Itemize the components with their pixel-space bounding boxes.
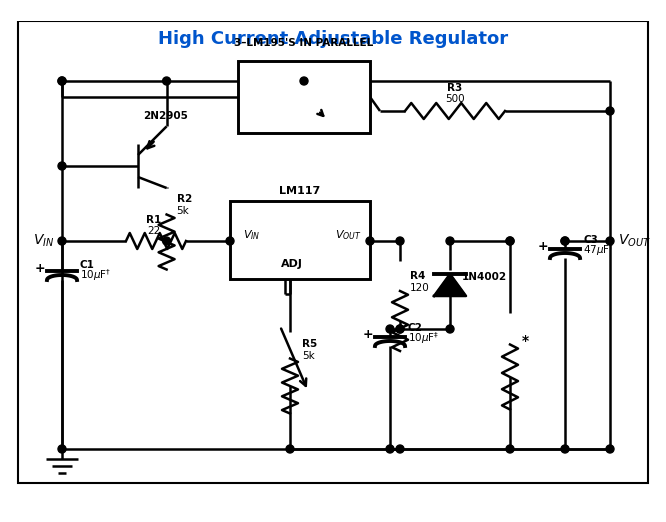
Circle shape <box>446 237 454 245</box>
Circle shape <box>396 325 404 333</box>
Circle shape <box>300 77 308 85</box>
Circle shape <box>606 107 614 115</box>
Text: ADJ: ADJ <box>281 259 303 269</box>
Circle shape <box>396 445 404 453</box>
Text: 10$\mu$F$^{\ddagger}$: 10$\mu$F$^{\ddagger}$ <box>408 330 440 346</box>
Text: R4: R4 <box>410 271 426 281</box>
Text: 5k: 5k <box>176 207 189 217</box>
Circle shape <box>58 77 66 85</box>
Circle shape <box>58 237 66 245</box>
Text: R3: R3 <box>448 83 463 93</box>
Text: 10$\mu$F$^{\dagger}$: 10$\mu$F$^{\dagger}$ <box>80 267 111 283</box>
Circle shape <box>561 445 569 453</box>
Circle shape <box>58 162 66 170</box>
Circle shape <box>506 445 514 453</box>
Text: 2N2905: 2N2905 <box>143 111 188 121</box>
Polygon shape <box>434 274 466 296</box>
Text: $V_{OUT}$: $V_{OUT}$ <box>334 228 362 242</box>
Text: +: + <box>537 240 548 253</box>
Text: R5: R5 <box>302 339 317 349</box>
Text: R2: R2 <box>176 195 192 205</box>
Circle shape <box>606 237 614 245</box>
Text: High Current Adjustable Regulator: High Current Adjustable Regulator <box>158 30 508 48</box>
Circle shape <box>506 237 514 245</box>
Text: 22: 22 <box>147 226 161 236</box>
Bar <box>230 201 370 279</box>
Text: *: * <box>522 334 529 348</box>
Text: +: + <box>35 262 45 275</box>
Text: $V_{IN}$: $V_{IN}$ <box>33 233 54 249</box>
Text: $V_{IN}$: $V_{IN}$ <box>243 228 261 242</box>
Circle shape <box>366 237 374 245</box>
Circle shape <box>58 445 66 453</box>
Bar <box>238 61 370 133</box>
Text: R1: R1 <box>147 215 162 225</box>
Text: LM117: LM117 <box>279 186 320 196</box>
Circle shape <box>163 77 170 85</box>
Text: 5k: 5k <box>302 351 315 361</box>
Circle shape <box>386 325 394 333</box>
Circle shape <box>396 237 404 245</box>
Text: C1: C1 <box>80 260 95 270</box>
Text: 120: 120 <box>410 283 430 293</box>
Circle shape <box>163 237 170 245</box>
Circle shape <box>561 237 569 245</box>
Text: +: + <box>363 327 374 340</box>
Circle shape <box>446 325 454 333</box>
Circle shape <box>561 237 569 245</box>
Circle shape <box>606 445 614 453</box>
Text: 47$\mu$F$^{\dagger}$: 47$\mu$F$^{\dagger}$ <box>583 242 614 258</box>
Text: 1N4002: 1N4002 <box>462 272 507 282</box>
Text: 3–LM195'S IN PARALLEL: 3–LM195'S IN PARALLEL <box>234 38 374 48</box>
Text: C2: C2 <box>408 323 423 333</box>
Circle shape <box>226 237 234 245</box>
Circle shape <box>58 77 66 85</box>
Circle shape <box>506 237 514 245</box>
Circle shape <box>396 325 404 333</box>
Circle shape <box>386 445 394 453</box>
Circle shape <box>286 445 294 453</box>
Text: $V_{OUT}$: $V_{OUT}$ <box>618 233 651 249</box>
Text: 500: 500 <box>445 94 465 104</box>
Text: C3: C3 <box>583 235 598 245</box>
